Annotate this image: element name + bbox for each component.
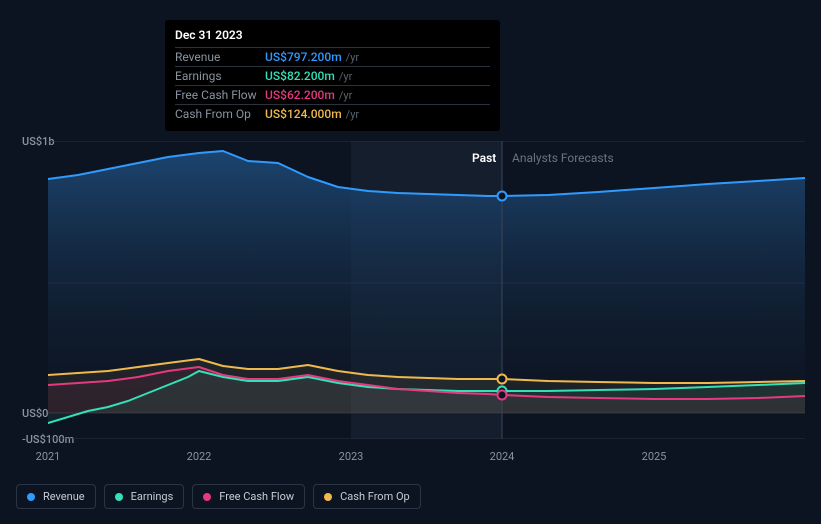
legend-dot-icon: [324, 493, 332, 501]
tooltip-metric-unit: /yr: [339, 89, 352, 102]
tooltip-metric-value: US$62.200m: [265, 88, 335, 102]
legend-item[interactable]: Free Cash Flow: [192, 484, 305, 509]
legend-item[interactable]: Earnings: [104, 484, 185, 509]
tooltip-row: Free Cash FlowUS$62.200m/yr: [175, 85, 490, 104]
chart-svg: [48, 141, 805, 439]
x-axis-label: 2022: [187, 450, 212, 463]
tooltip-date: Dec 31 2023: [175, 26, 490, 47]
legend-label: Free Cash Flow: [219, 490, 294, 503]
tooltip-row: RevenueUS$797.200m/yr: [175, 47, 490, 66]
tooltip-metric-unit: /yr: [339, 70, 352, 83]
data-tooltip: Dec 31 2023 RevenueUS$797.200m/yrEarning…: [165, 20, 500, 131]
tooltip-metric-unit: /yr: [346, 51, 359, 64]
legend-dot-icon: [27, 493, 35, 501]
tooltip-row: EarningsUS$82.200m/yr: [175, 66, 490, 85]
chart-legend: Revenue Earnings Free Cash Flow Cash From O…: [16, 484, 421, 509]
legend-label: Revenue: [43, 490, 85, 503]
legend-dot-icon: [203, 493, 211, 501]
tooltip-metric-label: Revenue: [175, 50, 265, 64]
tooltip-metric-unit: /yr: [346, 108, 359, 121]
legend-label: Earnings: [131, 490, 174, 503]
x-axis-labels: 20212022202320242025: [48, 450, 805, 470]
legend-dot-icon: [115, 493, 123, 501]
tooltip-metric-value: US$124.000m: [265, 107, 342, 121]
past-label: Past: [472, 151, 496, 165]
legend-label: Cash From Op: [340, 490, 410, 503]
tooltip-metric-label: Free Cash Flow: [175, 88, 265, 102]
y-axis-label: US$0: [22, 407, 48, 420]
tooltip-row: Cash From OpUS$124.000m/yr: [175, 104, 490, 123]
x-axis-label: 2021: [36, 450, 61, 463]
x-axis-label: 2023: [339, 450, 364, 463]
tooltip-metric-value: US$82.200m: [265, 69, 335, 83]
x-axis-label: 2025: [642, 450, 667, 463]
legend-item[interactable]: Revenue: [16, 484, 96, 509]
tooltip-metric-label: Earnings: [175, 69, 265, 83]
chart-plot-area[interactable]: Past Analysts Forecasts: [48, 141, 805, 439]
x-axis-label: 2024: [490, 450, 515, 463]
tooltip-metric-value: US$797.200m: [265, 50, 342, 64]
forecast-label: Analysts Forecasts: [512, 151, 614, 165]
legend-item[interactable]: Cash From Op: [313, 484, 421, 509]
financials-chart: US$1bUS$0-US$100m Past Analysts Forecast…: [16, 125, 805, 445]
tooltip-metric-label: Cash From Op: [175, 107, 265, 121]
